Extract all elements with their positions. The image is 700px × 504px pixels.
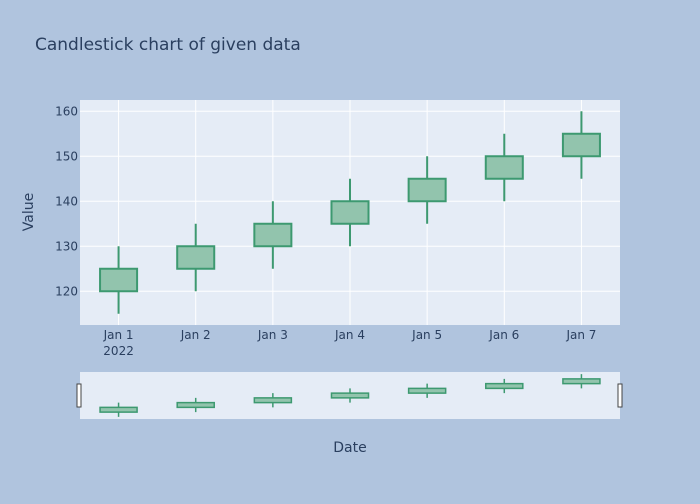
- y-axis-title: Value: [21, 193, 37, 231]
- y-tick-label: 130: [55, 239, 78, 253]
- candle[interactable]: [99, 267, 139, 293]
- range-slider-left-handle[interactable]: [76, 383, 82, 408]
- x-tick-label: Jan 1: [103, 328, 134, 342]
- slider-candle[interactable]: [485, 382, 524, 390]
- x-tick-label: Jan 3: [257, 328, 288, 342]
- y-tick-label: 120: [55, 284, 78, 298]
- candle[interactable]: [484, 155, 524, 180]
- chart-title: Candlestick chart of given data: [35, 35, 301, 55]
- y-tick-label: 140: [55, 194, 78, 208]
- slider-candle[interactable]: [99, 406, 138, 413]
- y-tick-label: 160: [55, 104, 78, 118]
- candle[interactable]: [561, 132, 601, 158]
- candle[interactable]: [176, 245, 216, 270]
- slider-candle[interactable]: [330, 392, 370, 399]
- range-slider-right-handle[interactable]: [617, 383, 623, 408]
- candle[interactable]: [253, 222, 293, 248]
- candle[interactable]: [407, 177, 447, 203]
- slider-candle[interactable]: [562, 378, 601, 385]
- x-axis-title: Date: [333, 440, 366, 456]
- slider-candle[interactable]: [176, 401, 215, 409]
- y-tick-label: 150: [55, 149, 78, 163]
- x-axis-ticks: Jan 1 Jan 2 Jan 3 Jan 4 Jan 5 Jan 6 Jan 7 2022: [103, 328, 597, 358]
- x-year-label: 2022: [103, 344, 134, 358]
- candles: [99, 111, 601, 314]
- x-tick-label: Jan 4: [334, 328, 365, 342]
- y-axis-ticks: 120 130 140 150 160: [55, 104, 78, 298]
- x-tick-label: Jan 7: [565, 328, 596, 342]
- candle[interactable]: [330, 200, 370, 225]
- x-tick-label: Jan 6: [488, 328, 519, 342]
- x-tick-label: Jan 5: [411, 328, 442, 342]
- slider-candle[interactable]: [253, 397, 293, 404]
- x-tick-label: Jan 2: [180, 328, 211, 342]
- range-slider-candles: [99, 374, 601, 417]
- slider-candle[interactable]: [407, 387, 447, 394]
